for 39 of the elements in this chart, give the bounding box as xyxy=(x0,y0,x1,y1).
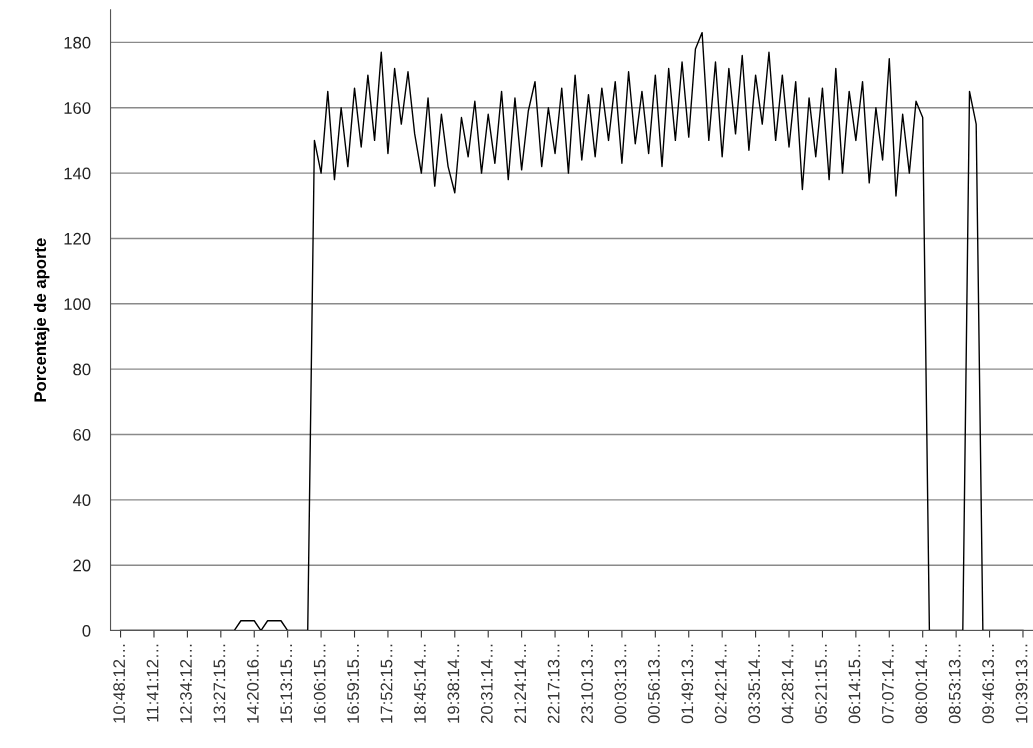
x-tick-label: 23:10:13… xyxy=(581,644,593,724)
y-tick-label: 180 xyxy=(64,36,91,49)
y-tick-label: 140 xyxy=(64,167,91,180)
y-tick-label: 160 xyxy=(64,102,91,114)
x-tick-label: 14:20:16… xyxy=(246,644,259,723)
x-tick-label: 09:46:13… xyxy=(982,644,995,724)
x-tick-label: 16:06:15… xyxy=(313,644,326,723)
y-axis-title: Porcentaje de aporte xyxy=(33,238,50,402)
x-tick-label: 05:21:15… xyxy=(815,644,827,724)
y-tick-label: 120 xyxy=(64,232,91,245)
x-tick-label: 16:59:15… xyxy=(347,644,359,723)
x-tick-label: 18:45:14… xyxy=(414,644,426,723)
x-tick-label: 11:41:12… xyxy=(146,644,159,722)
x-tick-label: 13:27:15… xyxy=(213,644,226,723)
x-tick-label: 12:34:12… xyxy=(180,644,192,723)
x-tick-label: 01:49:13… xyxy=(681,644,694,724)
x-tick-label: 10:39:13… xyxy=(1015,644,1028,723)
x-tick-label: 15:13:15… xyxy=(280,644,293,723)
y-tick-label: 40 xyxy=(72,494,91,507)
y-tick-label: 20 xyxy=(73,559,91,572)
x-tick-label: 07:07:14… xyxy=(881,644,894,724)
x-tick-label: 17:52:15… xyxy=(380,644,393,723)
x-tick-label: 08:53:13… xyxy=(948,644,961,724)
x-tick-label: 08:00:14… xyxy=(915,644,928,724)
y-tick-label: 60 xyxy=(73,428,91,441)
y-tick-label: 80 xyxy=(73,363,91,376)
x-tick-label: 22:17:13… xyxy=(547,644,560,724)
x-tick-label: 21:24:14… xyxy=(514,644,526,724)
x-tick-label: 00:56:13… xyxy=(647,644,660,724)
x-tick-label: 19:38:14… xyxy=(447,644,460,723)
x-tick-label: 02:42:14… xyxy=(714,644,727,724)
x-tick-label: 04:28:14… xyxy=(781,644,794,724)
x-tick-label: 20:31:14… xyxy=(480,644,493,724)
y-tick-label: 100 xyxy=(64,298,91,311)
y-tick-label: 0 xyxy=(82,624,91,637)
x-tick-label: 03:35:14… xyxy=(748,644,761,724)
x-tick-label: 10:48:12… xyxy=(113,644,126,723)
x-tick-label: 06:14:15… xyxy=(848,644,861,724)
x-tick-label: 00:03:13… xyxy=(614,644,627,724)
